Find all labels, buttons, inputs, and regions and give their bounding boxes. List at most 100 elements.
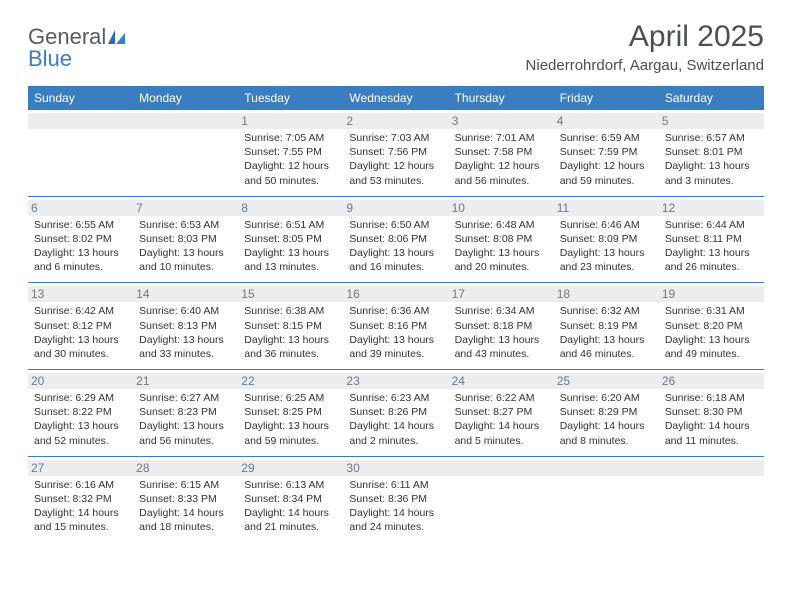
calendar-week: 20Sunrise: 6:29 AMSunset: 8:22 PMDayligh… bbox=[28, 370, 764, 457]
day-number: 15 bbox=[238, 286, 343, 302]
calendar-cell: 7Sunrise: 6:53 AMSunset: 8:03 PMDaylight… bbox=[133, 196, 238, 283]
cell-daylight: Daylight: 14 hours and 24 minutes. bbox=[349, 506, 442, 534]
calendar-cell: 8Sunrise: 6:51 AMSunset: 8:05 PMDaylight… bbox=[238, 196, 343, 283]
calendar-week: 1Sunrise: 7:05 AMSunset: 7:55 PMDaylight… bbox=[28, 110, 764, 196]
cell-sunset: Sunset: 8:19 PM bbox=[560, 319, 653, 333]
cell-sunrise: Sunrise: 6:23 AM bbox=[349, 391, 442, 405]
day-header: Saturday bbox=[659, 86, 764, 110]
calendar-body: 1Sunrise: 7:05 AMSunset: 7:55 PMDaylight… bbox=[28, 110, 764, 542]
empty-day bbox=[133, 113, 238, 129]
day-number: 13 bbox=[28, 286, 133, 302]
calendar-cell: 14Sunrise: 6:40 AMSunset: 8:13 PMDayligh… bbox=[133, 283, 238, 370]
cell-sunrise: Sunrise: 6:20 AM bbox=[560, 391, 653, 405]
empty-day bbox=[554, 460, 659, 476]
cell-sunset: Sunset: 8:27 PM bbox=[455, 405, 548, 419]
cell-sunset: Sunset: 8:25 PM bbox=[244, 405, 337, 419]
day-header: Friday bbox=[554, 86, 659, 110]
cell-sunset: Sunset: 8:03 PM bbox=[139, 232, 232, 246]
day-number: 28 bbox=[133, 460, 238, 476]
cell-sunrise: Sunrise: 6:27 AM bbox=[139, 391, 232, 405]
cell-sunset: Sunset: 8:15 PM bbox=[244, 319, 337, 333]
day-number: 1 bbox=[238, 113, 343, 129]
cell-daylight: Daylight: 13 hours and 33 minutes. bbox=[139, 333, 232, 361]
calendar-cell: 17Sunrise: 6:34 AMSunset: 8:18 PMDayligh… bbox=[449, 283, 554, 370]
calendar-cell: 20Sunrise: 6:29 AMSunset: 8:22 PMDayligh… bbox=[28, 370, 133, 457]
day-header: Sunday bbox=[28, 86, 133, 110]
cell-sunrise: Sunrise: 7:03 AM bbox=[349, 131, 442, 145]
logo: General Blue bbox=[28, 26, 126, 70]
calendar-head: SundayMondayTuesdayWednesdayThursdayFrid… bbox=[28, 86, 764, 110]
cell-daylight: Daylight: 12 hours and 59 minutes. bbox=[560, 159, 653, 187]
day-number: 22 bbox=[238, 373, 343, 389]
cell-daylight: Daylight: 13 hours and 39 minutes. bbox=[349, 333, 442, 361]
day-number: 12 bbox=[659, 200, 764, 216]
calendar-cell: 24Sunrise: 6:22 AMSunset: 8:27 PMDayligh… bbox=[449, 370, 554, 457]
day-number: 17 bbox=[449, 286, 554, 302]
day-number: 4 bbox=[554, 113, 659, 129]
cell-daylight: Daylight: 13 hours and 26 minutes. bbox=[665, 246, 758, 274]
day-number: 16 bbox=[343, 286, 448, 302]
cell-sunrise: Sunrise: 7:05 AM bbox=[244, 131, 337, 145]
cell-sunset: Sunset: 8:23 PM bbox=[139, 405, 232, 419]
day-number: 10 bbox=[449, 200, 554, 216]
cell-sunset: Sunset: 8:22 PM bbox=[34, 405, 127, 419]
cell-sunset: Sunset: 8:26 PM bbox=[349, 405, 442, 419]
calendar-cell: 25Sunrise: 6:20 AMSunset: 8:29 PMDayligh… bbox=[554, 370, 659, 457]
calendar-cell: 10Sunrise: 6:48 AMSunset: 8:08 PMDayligh… bbox=[449, 196, 554, 283]
cell-daylight: Daylight: 13 hours and 3 minutes. bbox=[665, 159, 758, 187]
day-number: 6 bbox=[28, 200, 133, 216]
cell-sunset: Sunset: 8:13 PM bbox=[139, 319, 232, 333]
cell-daylight: Daylight: 13 hours and 59 minutes. bbox=[244, 419, 337, 447]
cell-sunrise: Sunrise: 6:59 AM bbox=[560, 131, 653, 145]
day-number: 5 bbox=[659, 113, 764, 129]
cell-sunset: Sunset: 8:09 PM bbox=[560, 232, 653, 246]
day-number: 2 bbox=[343, 113, 448, 129]
day-number: 7 bbox=[133, 200, 238, 216]
calendar-week: 27Sunrise: 6:16 AMSunset: 8:32 PMDayligh… bbox=[28, 456, 764, 542]
calendar-cell: 2Sunrise: 7:03 AMSunset: 7:56 PMDaylight… bbox=[343, 110, 448, 196]
cell-sunrise: Sunrise: 6:40 AM bbox=[139, 304, 232, 318]
day-number: 18 bbox=[554, 286, 659, 302]
calendar-cell bbox=[659, 456, 764, 542]
calendar-cell: 11Sunrise: 6:46 AMSunset: 8:09 PMDayligh… bbox=[554, 196, 659, 283]
header: General Blue April 2025 Niederrohrdorf, … bbox=[28, 20, 764, 74]
day-number: 9 bbox=[343, 200, 448, 216]
cell-daylight: Daylight: 14 hours and 15 minutes. bbox=[34, 506, 127, 534]
day-header: Monday bbox=[133, 86, 238, 110]
page-subtitle: Niederrohrdorf, Aargau, Switzerland bbox=[526, 57, 764, 74]
calendar-cell: 13Sunrise: 6:42 AMSunset: 8:12 PMDayligh… bbox=[28, 283, 133, 370]
calendar-cell: 30 Sunrise: 6:11 AMSunset: 8:36 PMDayligh… bbox=[343, 456, 448, 542]
cell-daylight: Daylight: 12 hours and 50 minutes. bbox=[244, 159, 337, 187]
calendar-cell: 9Sunrise: 6:50 AMSunset: 8:06 PMDaylight… bbox=[343, 196, 448, 283]
logo-text: General Blue bbox=[28, 26, 126, 70]
empty-day bbox=[449, 460, 554, 476]
cell-sunrise: Sunrise: 6:32 AM bbox=[560, 304, 653, 318]
day-number: 30 bbox=[343, 460, 448, 476]
day-number: 11 bbox=[554, 200, 659, 216]
cell-sunrise: Sunrise: 6:15 AM bbox=[139, 478, 232, 492]
day-number: 29 bbox=[238, 460, 343, 476]
cell-sunrise: Sunrise: 6:57 AM bbox=[665, 131, 758, 145]
page-title: April 2025 bbox=[526, 20, 764, 53]
cell-sunset: Sunset: 8:08 PM bbox=[455, 232, 548, 246]
cell-daylight: Daylight: 13 hours and 43 minutes. bbox=[455, 333, 548, 361]
calendar-cell: 19Sunrise: 6:31 AMSunset: 8:20 PMDayligh… bbox=[659, 283, 764, 370]
calendar-cell: 6Sunrise: 6:55 AMSunset: 8:02 PMDaylight… bbox=[28, 196, 133, 283]
cell-daylight: Daylight: 13 hours and 36 minutes. bbox=[244, 333, 337, 361]
cell-sunrise: Sunrise: 6:25 AM bbox=[244, 391, 337, 405]
cell-sunrise: Sunrise: 6:38 AM bbox=[244, 304, 337, 318]
calendar-cell: 1 Sunrise: 7:05 AMSunset: 7:55 PMDaylight… bbox=[238, 110, 343, 196]
calendar-cell: 4Sunrise: 6:59 AMSunset: 7:59 PMDaylight… bbox=[554, 110, 659, 196]
cell-sunset: Sunset: 7:55 PM bbox=[244, 145, 337, 159]
cell-sunrise: Sunrise: 6:11 AM bbox=[349, 478, 442, 492]
cell-daylight: Daylight: 13 hours and 46 minutes. bbox=[560, 333, 653, 361]
cell-sunset: Sunset: 7:56 PM bbox=[349, 145, 442, 159]
cell-sunset: Sunset: 7:58 PM bbox=[455, 145, 548, 159]
cell-sunset: Sunset: 8:36 PM bbox=[349, 492, 442, 506]
calendar-cell: 22 Sunrise: 6:25 AMSunset: 8:25 PMDayligh… bbox=[238, 370, 343, 457]
page: General Blue April 2025 Niederrohrdorf, … bbox=[0, 0, 792, 542]
cell-sunrise: Sunrise: 6:29 AM bbox=[34, 391, 127, 405]
calendar-cell: 16Sunrise: 6:36 AMSunset: 8:16 PMDayligh… bbox=[343, 283, 448, 370]
day-number: 3 bbox=[449, 113, 554, 129]
calendar-cell: 23Sunrise: 6:23 AMSunset: 8:26 PMDayligh… bbox=[343, 370, 448, 457]
